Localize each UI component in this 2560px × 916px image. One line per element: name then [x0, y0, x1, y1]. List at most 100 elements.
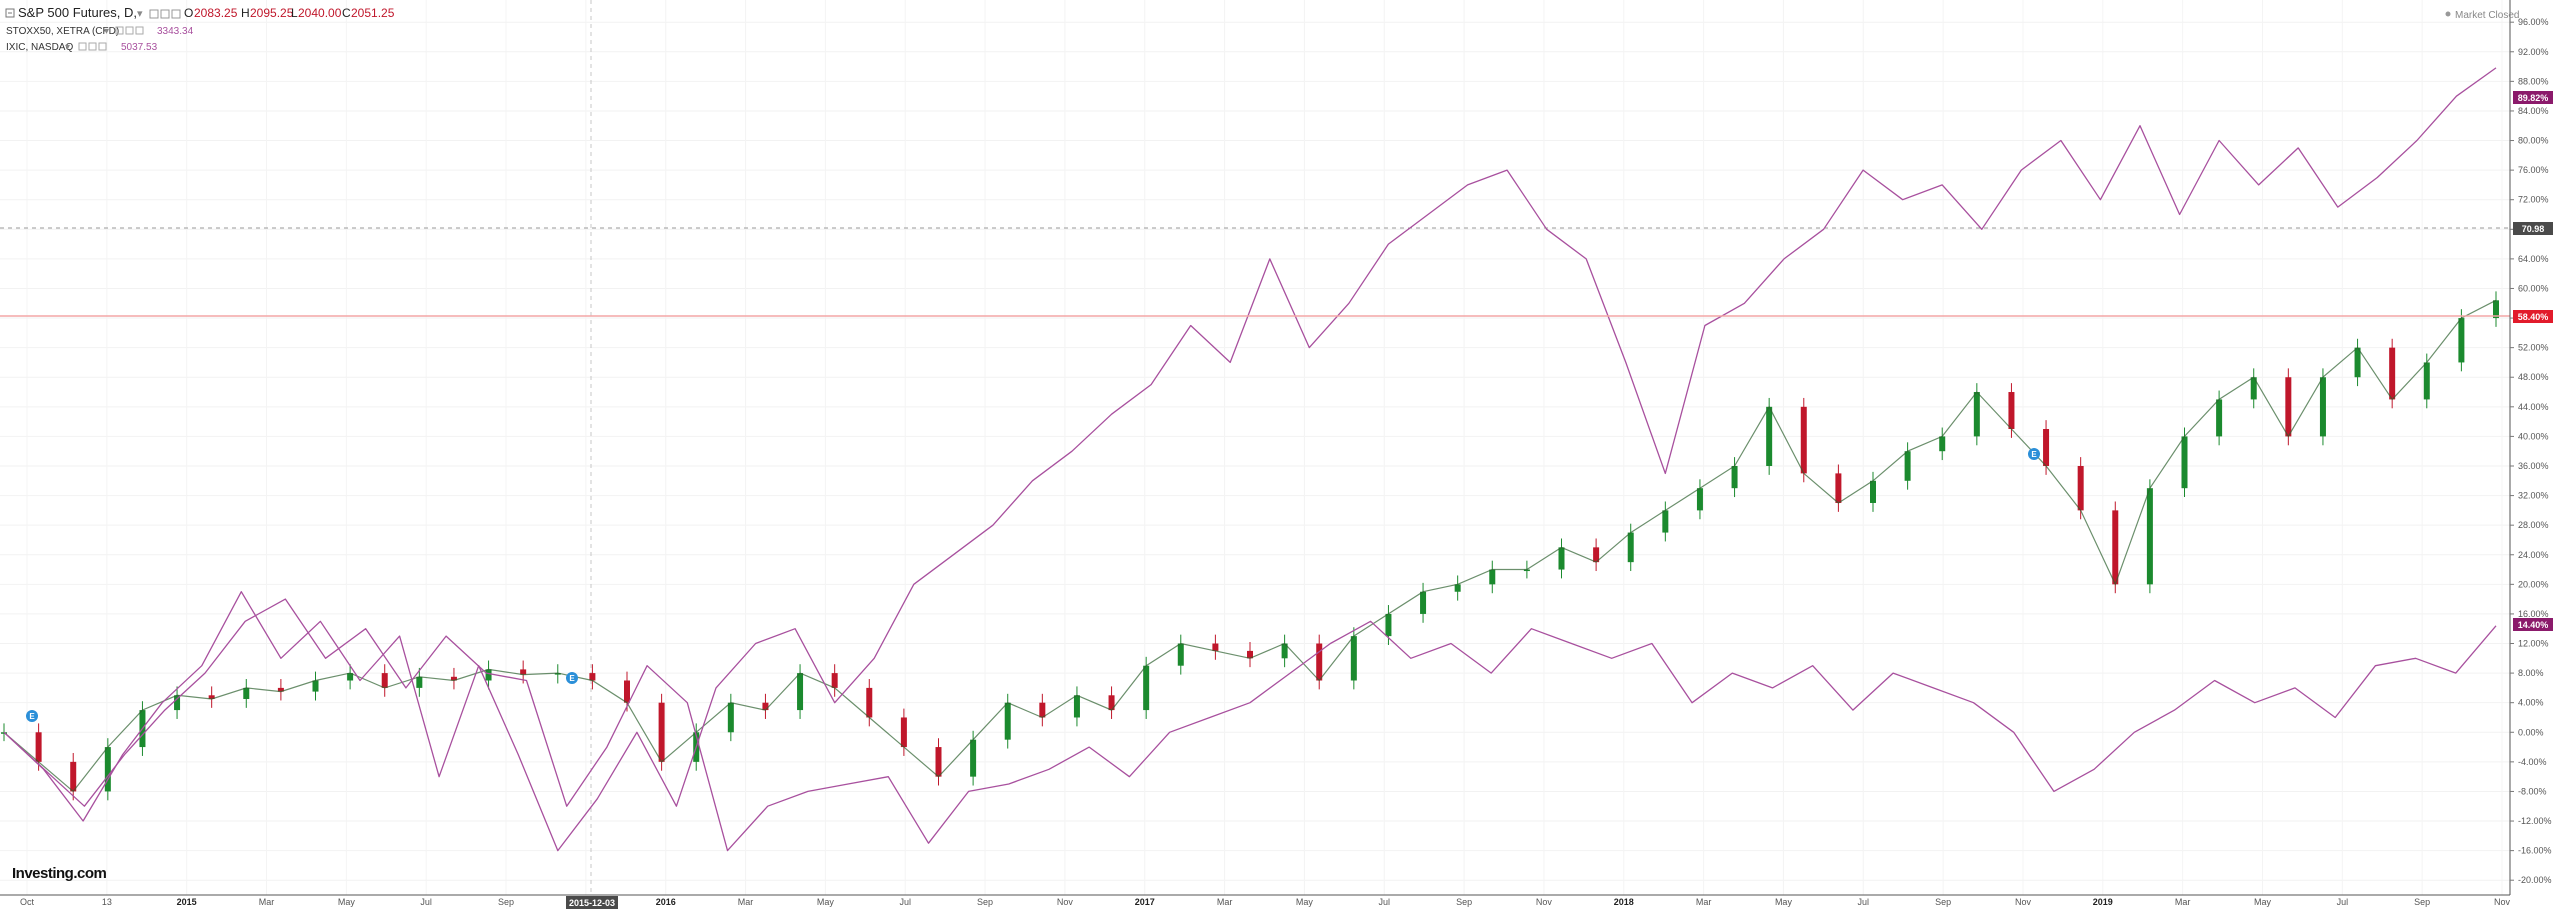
x-tick-label: 2017 — [1135, 897, 1155, 907]
y-tick-label: 64.00% — [2518, 254, 2549, 264]
candle — [347, 673, 354, 681]
series-point — [1230, 362, 1231, 363]
series-line-1 — [3, 598, 2497, 852]
series-point — [834, 702, 835, 703]
series-point — [1893, 673, 1894, 674]
y-tick-label: -4.00% — [2518, 757, 2547, 767]
candle — [554, 673, 561, 675]
candle — [1835, 473, 1842, 503]
series-point — [320, 621, 321, 622]
legend-compare-stoxx: STOXX50, XETRA (CFD) ▾ 3343.34 — [6, 26, 194, 37]
candle — [1696, 488, 1703, 511]
candle — [35, 732, 42, 762]
series-point — [1249, 702, 1250, 703]
y-tick-label: 40.00% — [2518, 431, 2549, 441]
series-point — [2214, 680, 2215, 681]
candle — [104, 747, 111, 792]
hide-icon[interactable] — [88, 42, 97, 51]
candle — [2285, 377, 2292, 437]
series-point — [2495, 67, 2496, 68]
close-icon[interactable] — [135, 26, 144, 35]
hide-icon[interactable] — [160, 9, 170, 19]
settings-icon[interactable] — [78, 42, 87, 51]
event-marker-icon[interactable]: E — [566, 672, 578, 684]
series-point — [1410, 658, 1411, 659]
candle — [2250, 377, 2257, 400]
event-marker-icon[interactable]: E — [2028, 448, 2040, 460]
series-point — [1933, 687, 1934, 688]
svg-text:▾: ▾ — [104, 26, 109, 37]
x-tick-label: Mar — [259, 897, 275, 907]
series-point — [399, 636, 400, 637]
svg-text:E: E — [29, 712, 35, 721]
svg-text:2051.25: 2051.25 — [351, 6, 395, 20]
event-marker-icon[interactable]: E — [26, 710, 38, 722]
series-point — [2100, 199, 2101, 200]
x-tick-label: Jul — [1858, 897, 1870, 907]
series-point — [1190, 325, 1191, 326]
settings-icon[interactable] — [149, 9, 159, 19]
series-point — [1169, 732, 1170, 733]
close-icon[interactable] — [171, 9, 181, 19]
series-point — [405, 687, 406, 688]
y-axis: 96.00% 92.00% 88.00% 84.00% 80.00% 76.00% 72.0… — [2510, 17, 2552, 885]
candle — [1766, 406, 1773, 466]
series-point — [365, 628, 366, 629]
series-point — [2375, 665, 2376, 666]
candle — [2181, 436, 2188, 489]
candle — [1177, 643, 1184, 666]
x-tick-label: Mar — [738, 897, 754, 907]
series-point — [2415, 658, 2416, 659]
series-point — [2053, 791, 2054, 792]
hide-icon[interactable] — [125, 26, 134, 35]
series-point — [715, 687, 716, 688]
candle — [1454, 584, 1461, 592]
series-point — [2456, 96, 2457, 97]
candle — [1385, 613, 1392, 637]
series-point — [1812, 665, 1813, 666]
settings-icon[interactable] — [115, 26, 124, 35]
x-tick-label: Nov — [2015, 897, 2032, 907]
series-point — [755, 643, 756, 644]
main-symbol-name: S&P 500 Futures, D, — [18, 5, 137, 20]
series-point — [325, 658, 326, 659]
series-point — [1531, 628, 1532, 629]
series-line-2 — [3, 67, 2497, 852]
series-point — [2298, 147, 2299, 148]
series-point — [597, 798, 598, 799]
candle — [624, 680, 630, 703]
series-point — [795, 628, 796, 629]
series-point — [1665, 473, 1666, 474]
collapse-icon[interactable] — [5, 8, 15, 18]
svg-text:O: O — [184, 6, 193, 20]
candle — [2077, 465, 2084, 511]
y-tick-label: 96.00% — [2518, 17, 2549, 27]
candle — [2008, 392, 2015, 430]
candle — [797, 673, 804, 711]
svg-text:70.98: 70.98 — [2522, 224, 2545, 234]
candle — [1108, 695, 1115, 711]
candle — [935, 747, 942, 777]
candle — [381, 673, 388, 688]
svg-text:58.40%: 58.40% — [2518, 312, 2549, 322]
y-tick-label: 52.00% — [2518, 343, 2549, 353]
svg-text:▾: ▾ — [137, 8, 143, 20]
series-point — [1823, 229, 1824, 230]
series-point — [1611, 658, 1612, 659]
series-point — [1330, 643, 1331, 644]
candle — [450, 676, 457, 681]
x-tick-label: 2018 — [1614, 897, 1634, 907]
series-point — [676, 806, 677, 807]
series-point — [2455, 673, 2456, 674]
candle — [1420, 591, 1427, 614]
series-point — [1973, 702, 1974, 703]
series-point — [1269, 258, 1270, 259]
candle — [416, 676, 423, 688]
grid — [0, 0, 2510, 895]
series-point — [1852, 710, 1853, 711]
x-tick-label: Nov — [1536, 897, 1553, 907]
close-icon[interactable] — [98, 42, 107, 51]
y-tick-label: 12.00% — [2518, 639, 2549, 649]
